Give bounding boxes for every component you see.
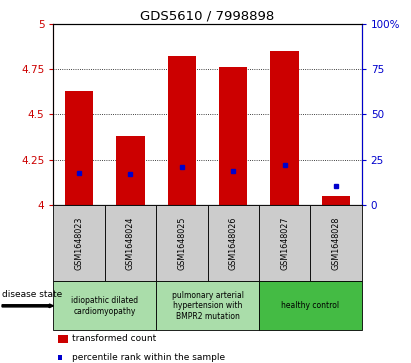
Text: disease state: disease state [2, 290, 62, 299]
Text: GSM1648025: GSM1648025 [178, 216, 186, 270]
Text: GSM1648027: GSM1648027 [280, 216, 289, 270]
Bar [322, 196, 350, 205]
Text: idiopathic dilated
cardiomyopathy: idiopathic dilated cardiomyopathy [71, 296, 139, 315]
Bar [219, 67, 247, 205]
Text: percentile rank within the sample: percentile rank within the sample [72, 353, 225, 362]
Title: GDS5610 / 7998898: GDS5610 / 7998898 [141, 9, 275, 23]
Text: GSM1648028: GSM1648028 [332, 216, 340, 270]
Bar [116, 136, 145, 205]
Text: GSM1648023: GSM1648023 [75, 216, 83, 270]
Bar [65, 91, 93, 205]
Text: transformed count: transformed count [72, 334, 156, 343]
Bar [168, 56, 196, 205]
Text: GSM1648026: GSM1648026 [229, 216, 238, 270]
Text: pulmonary arterial
hypertension with
BMPR2 mutation: pulmonary arterial hypertension with BMP… [171, 291, 244, 321]
Text: GSM1648024: GSM1648024 [126, 216, 135, 270]
Text: healthy control: healthy control [281, 301, 339, 310]
Bar [270, 51, 299, 205]
